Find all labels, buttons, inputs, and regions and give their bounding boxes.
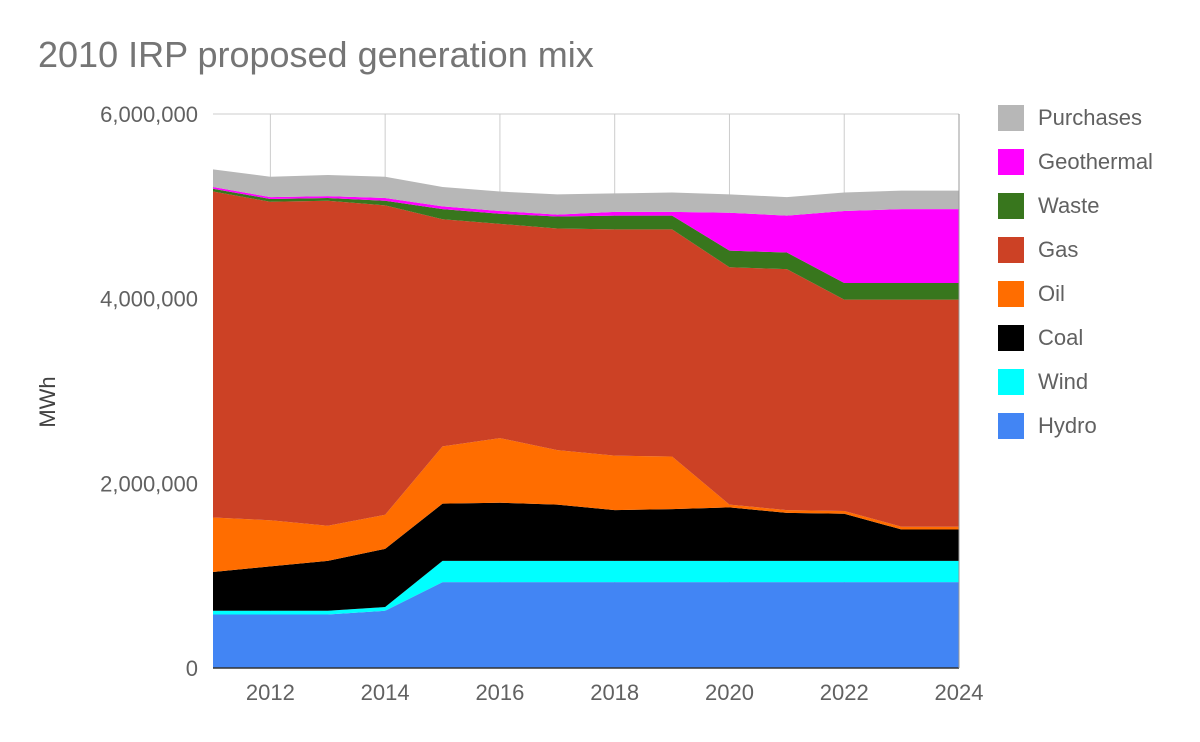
area-hydro	[213, 582, 959, 668]
x-tick-label: 2014	[361, 680, 410, 705]
x-tick-label: 2018	[590, 680, 639, 705]
legend-item-oil: Oil	[998, 272, 1153, 316]
legend-label: Hydro	[1038, 413, 1097, 438]
legend-item-hydro: Hydro	[998, 404, 1153, 448]
x-tick-label: 2016	[475, 680, 524, 705]
legend-swatch	[998, 413, 1024, 439]
x-tick-label: 2012	[246, 680, 295, 705]
legend-item-geothermal: Geothermal	[998, 140, 1153, 184]
axes: 0 2,000,000 4,000,000 6,000,000 2012 2014 2016…	[100, 102, 983, 705]
legend-swatch	[998, 105, 1024, 131]
legend-swatch	[998, 193, 1024, 219]
y-axis-label: MWh	[35, 376, 60, 427]
area-wind	[213, 560, 959, 615]
x-tick-label: 2024	[935, 680, 984, 705]
legend-item-purchases: Purchases	[998, 96, 1153, 140]
y-tick-label: 4,000,000	[100, 287, 198, 312]
chart-title: 2010 IRP proposed generation mix	[38, 34, 594, 75]
legend-item-gas: Gas	[998, 228, 1153, 272]
area-coal	[213, 502, 959, 611]
legend-item-coal: Coal	[998, 316, 1153, 360]
legend-label: Purchases	[1038, 105, 1142, 130]
legend-swatch	[998, 325, 1024, 351]
y-tick-label: 0	[186, 656, 198, 681]
legend-label: Geothermal	[1038, 149, 1153, 174]
area-series	[213, 169, 959, 668]
area-oil	[213, 438, 959, 572]
legend-label: Coal	[1038, 325, 1084, 350]
legend-label: Oil	[1038, 281, 1065, 306]
legend-label: Gas	[1038, 237, 1079, 262]
legend-swatch	[998, 149, 1024, 175]
y-tick-label: 2,000,000	[100, 471, 198, 496]
area-waste	[213, 188, 959, 300]
legend: Purchases Geothermal Waste Gas Oil Coal Wind Hy…	[998, 96, 1153, 448]
x-tick-label: 2022	[820, 680, 869, 705]
area-purchases	[213, 169, 959, 216]
x-tick-label: 2020	[705, 680, 754, 705]
legend-label: Waste	[1038, 193, 1100, 218]
legend-item-waste: Waste	[998, 184, 1153, 228]
area-geothermal	[213, 186, 959, 283]
y-tick-label: 6,000,000	[100, 102, 198, 127]
legend-item-wind: Wind	[998, 360, 1153, 404]
legend-swatch	[998, 237, 1024, 263]
area-gas	[213, 191, 959, 527]
legend-label: Wind	[1038, 369, 1089, 394]
legend-swatch	[998, 281, 1024, 307]
legend-swatch	[998, 369, 1024, 395]
